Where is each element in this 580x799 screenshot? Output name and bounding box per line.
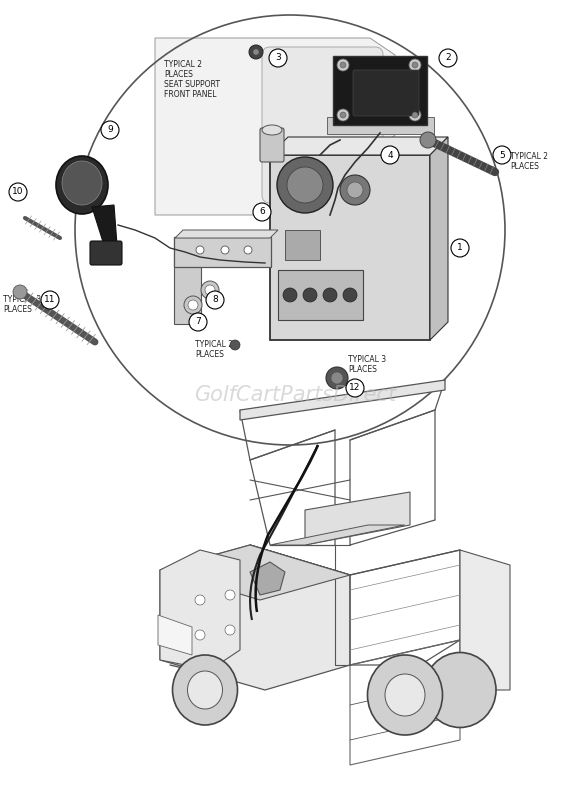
Circle shape bbox=[326, 367, 348, 389]
Circle shape bbox=[225, 625, 235, 635]
Circle shape bbox=[249, 45, 263, 59]
Circle shape bbox=[196, 246, 204, 254]
Circle shape bbox=[323, 288, 337, 302]
Circle shape bbox=[346, 379, 364, 397]
Polygon shape bbox=[240, 380, 445, 420]
FancyBboxPatch shape bbox=[262, 47, 383, 203]
FancyBboxPatch shape bbox=[260, 128, 284, 162]
FancyBboxPatch shape bbox=[174, 237, 201, 324]
FancyBboxPatch shape bbox=[278, 270, 363, 320]
Circle shape bbox=[205, 285, 215, 295]
Text: 5: 5 bbox=[499, 150, 505, 160]
Circle shape bbox=[41, 291, 59, 309]
Circle shape bbox=[331, 372, 343, 384]
FancyBboxPatch shape bbox=[270, 155, 430, 340]
Polygon shape bbox=[160, 550, 240, 670]
Circle shape bbox=[277, 157, 333, 213]
Circle shape bbox=[195, 595, 205, 605]
Polygon shape bbox=[430, 137, 448, 340]
Text: GolfCartPartsDirect: GolfCartPartsDirect bbox=[194, 385, 396, 405]
Circle shape bbox=[184, 296, 202, 314]
Ellipse shape bbox=[62, 161, 102, 205]
Polygon shape bbox=[460, 550, 510, 690]
Circle shape bbox=[13, 285, 27, 299]
Ellipse shape bbox=[262, 125, 282, 135]
Circle shape bbox=[340, 112, 346, 118]
Circle shape bbox=[206, 291, 224, 309]
Circle shape bbox=[409, 109, 421, 121]
Polygon shape bbox=[160, 545, 350, 600]
Polygon shape bbox=[305, 492, 410, 545]
Polygon shape bbox=[92, 205, 117, 245]
Circle shape bbox=[451, 239, 469, 257]
Circle shape bbox=[188, 300, 198, 310]
FancyBboxPatch shape bbox=[174, 237, 271, 267]
Ellipse shape bbox=[385, 674, 425, 716]
Polygon shape bbox=[175, 230, 278, 238]
Circle shape bbox=[244, 246, 252, 254]
Circle shape bbox=[195, 630, 205, 640]
Circle shape bbox=[381, 146, 399, 164]
Text: SEAT SUPPORT
FRONT PANEL: SEAT SUPPORT FRONT PANEL bbox=[164, 80, 220, 99]
Circle shape bbox=[225, 590, 235, 600]
Circle shape bbox=[343, 288, 357, 302]
Text: TYPICAL 2
PLACES: TYPICAL 2 PLACES bbox=[164, 60, 202, 79]
Circle shape bbox=[287, 167, 323, 203]
Text: 1: 1 bbox=[457, 244, 463, 252]
Circle shape bbox=[340, 175, 370, 205]
FancyBboxPatch shape bbox=[327, 117, 434, 134]
FancyBboxPatch shape bbox=[285, 230, 320, 260]
Polygon shape bbox=[270, 525, 405, 545]
Polygon shape bbox=[155, 38, 395, 215]
Circle shape bbox=[439, 49, 457, 67]
Text: 12: 12 bbox=[349, 384, 361, 392]
Text: 6: 6 bbox=[259, 208, 265, 217]
Text: TYPICAL 2
PLACES: TYPICAL 2 PLACES bbox=[345, 148, 383, 168]
Circle shape bbox=[253, 203, 271, 221]
Ellipse shape bbox=[187, 671, 223, 709]
Text: TYPICAL 3
PLACES: TYPICAL 3 PLACES bbox=[348, 355, 386, 375]
Text: 11: 11 bbox=[44, 296, 56, 304]
Text: 4: 4 bbox=[387, 150, 393, 160]
Circle shape bbox=[420, 132, 436, 148]
Text: TYPICAL 3
PLACES: TYPICAL 3 PLACES bbox=[3, 295, 41, 314]
Text: TYPICAL 2
PLACES: TYPICAL 2 PLACES bbox=[195, 340, 233, 360]
Polygon shape bbox=[270, 137, 448, 155]
Polygon shape bbox=[160, 545, 350, 690]
Circle shape bbox=[269, 49, 287, 67]
Ellipse shape bbox=[368, 655, 443, 735]
FancyBboxPatch shape bbox=[353, 70, 419, 116]
Circle shape bbox=[201, 281, 219, 299]
Text: 7: 7 bbox=[195, 317, 201, 327]
FancyBboxPatch shape bbox=[333, 56, 427, 125]
Circle shape bbox=[230, 340, 240, 350]
Circle shape bbox=[412, 112, 418, 118]
Ellipse shape bbox=[172, 655, 237, 725]
Circle shape bbox=[337, 109, 349, 121]
Circle shape bbox=[340, 62, 346, 68]
Text: 9: 9 bbox=[107, 125, 113, 134]
Circle shape bbox=[9, 183, 27, 201]
Circle shape bbox=[409, 59, 421, 71]
Circle shape bbox=[412, 62, 418, 68]
Circle shape bbox=[253, 49, 259, 55]
Text: 2: 2 bbox=[445, 54, 451, 62]
Text: 8: 8 bbox=[212, 296, 218, 304]
Text: 10: 10 bbox=[12, 188, 24, 197]
Text: TYPICAL 2
PLACES: TYPICAL 2 PLACES bbox=[510, 152, 548, 172]
Polygon shape bbox=[158, 615, 192, 655]
Polygon shape bbox=[250, 562, 285, 595]
Circle shape bbox=[347, 182, 363, 198]
Ellipse shape bbox=[424, 653, 496, 728]
Circle shape bbox=[221, 246, 229, 254]
Ellipse shape bbox=[56, 156, 108, 214]
FancyBboxPatch shape bbox=[90, 241, 122, 265]
Circle shape bbox=[303, 288, 317, 302]
Text: 3: 3 bbox=[275, 54, 281, 62]
Circle shape bbox=[337, 59, 349, 71]
Circle shape bbox=[493, 146, 511, 164]
Circle shape bbox=[189, 313, 207, 331]
Circle shape bbox=[101, 121, 119, 139]
Circle shape bbox=[283, 288, 297, 302]
